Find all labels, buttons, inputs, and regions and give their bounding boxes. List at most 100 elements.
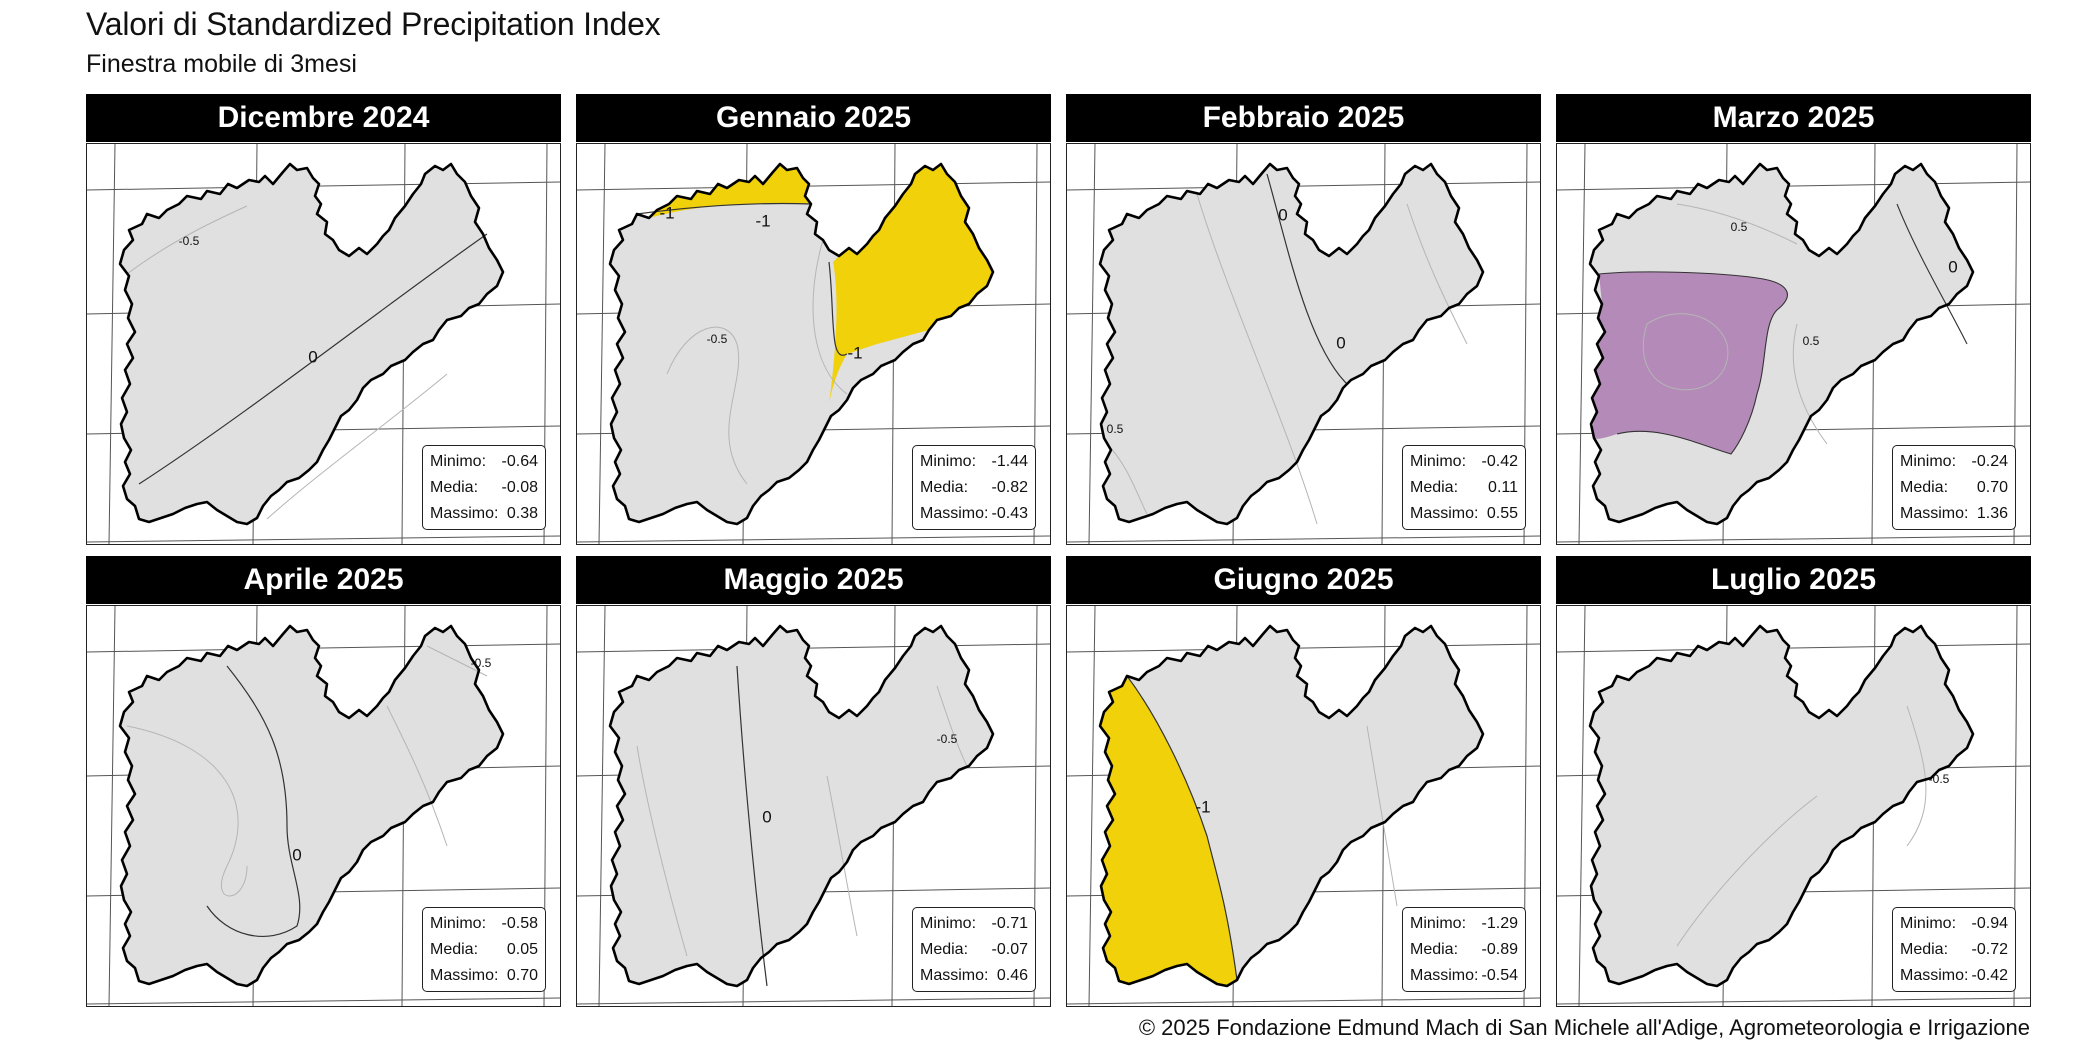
stat-mean-label: Media: bbox=[1900, 479, 1949, 496]
panel-month-title: Luglio 2025 bbox=[1556, 556, 2031, 604]
spi-zone bbox=[829, 164, 993, 404]
stat-mean-label: Media: bbox=[1410, 941, 1459, 958]
region-border bbox=[1588, 624, 1975, 988]
contour-label: 0.5 bbox=[1731, 220, 1748, 234]
contour-line bbox=[1266, 173, 1348, 385]
stat-min-value: -1.29 bbox=[1481, 915, 1518, 932]
stat-max-value: -0.43 bbox=[991, 505, 1028, 522]
contour-label: 0 bbox=[308, 347, 317, 366]
contour-label: -0.5 bbox=[707, 332, 728, 346]
spi-zone bbox=[1592, 271, 1788, 454]
stat-max-row: Massimo: 1.36 bbox=[1900, 501, 2008, 527]
contour-line bbox=[636, 202, 812, 215]
stat-mean-row: Media: -0.07 bbox=[920, 937, 1028, 963]
contour-line bbox=[1126, 675, 1238, 981]
map-panel: Febbraio 2025 0 0 0.5 Minimo: -0.42 Media: 0.11… bbox=[1066, 94, 1541, 545]
region-border bbox=[1098, 162, 1485, 526]
contour-label: 0 bbox=[1948, 257, 1957, 276]
region-fill bbox=[1590, 626, 1973, 986]
spi-map: 000.5 bbox=[1067, 144, 1540, 544]
graticule-line bbox=[87, 643, 560, 653]
stat-max-label: Massimo: bbox=[920, 505, 989, 522]
contour-line bbox=[126, 725, 248, 897]
stat-mean-value: -0.08 bbox=[501, 479, 538, 496]
contour-line bbox=[1406, 203, 1468, 345]
stat-max-label: Massimo: bbox=[920, 967, 989, 984]
stats-box: Minimo: -0.71 Media: -0.07 Massimo: 0.46 bbox=[912, 907, 1036, 992]
contour-line bbox=[666, 326, 748, 485]
stat-min-row: Minimo: -0.64 bbox=[430, 449, 538, 475]
graticule-line bbox=[1578, 144, 1586, 544]
region-fill bbox=[120, 626, 503, 986]
contour-line bbox=[636, 745, 688, 957]
spi-zone bbox=[1100, 676, 1237, 986]
panel-map-frame: 0 -0.5 Minimo: -0.71 Media: -0.07 Massimo: 0.46 bbox=[576, 605, 1051, 1007]
stat-mean-row: Media: 0.11 bbox=[1410, 475, 1518, 501]
stats-box: Minimo: -0.58 Media: 0.05 Massimo: 0.70 bbox=[422, 907, 546, 992]
stat-mean-value: -0.07 bbox=[991, 941, 1028, 958]
graticule-line bbox=[577, 997, 1050, 1005]
panel-map-frame: -0.5 0 Minimo: -0.58 Media: 0.05 Massimo: 0.70 bbox=[86, 605, 561, 1007]
contour-line bbox=[1642, 313, 1729, 391]
stat-max-label: Massimo: bbox=[1410, 505, 1479, 522]
graticule-line bbox=[1557, 535, 2030, 543]
panel-map-frame: -0.5 Minimo: -0.94 Media: -0.72 Massimo: -0.42 bbox=[1556, 605, 2031, 1007]
region-border bbox=[118, 624, 505, 988]
stats-box: Minimo: -0.24 Media: 0.70 Massimo: 1.36 bbox=[1892, 445, 2016, 530]
contour-line bbox=[936, 685, 968, 767]
panel-map-frame: -1 Minimo: -1.29 Media: -0.89 Massimo: -0.54 bbox=[1066, 605, 1541, 1007]
map-panel: Maggio 2025 0 -0.5 Minimo: -0.71 Media: -0.07 M… bbox=[576, 556, 1051, 1007]
contour-label: 0 bbox=[762, 807, 771, 826]
panel-month-title: Maggio 2025 bbox=[576, 556, 1051, 604]
contour-line bbox=[1366, 725, 1398, 907]
stat-max-row: Massimo: -0.54 bbox=[1410, 963, 1518, 989]
stats-box: Minimo: -0.42 Media: 0.11 Massimo: 0.55 bbox=[1402, 445, 1526, 530]
stat-mean-row: Media: 0.70 bbox=[1900, 475, 2008, 501]
graticule-line bbox=[1088, 606, 1096, 1006]
stat-min-label: Minimo: bbox=[1900, 915, 1957, 932]
panel-month-title: Dicembre 2024 bbox=[86, 94, 561, 142]
graticule-line bbox=[1088, 144, 1096, 544]
copyright-text: © 2025 Fondazione Edmund Mach di San Mic… bbox=[1138, 1015, 2030, 1040]
stat-min-value: -0.24 bbox=[1971, 453, 2008, 470]
contour-label: -1 bbox=[755, 211, 770, 230]
stat-min-value: -0.58 bbox=[501, 915, 538, 932]
contour-line bbox=[828, 261, 848, 356]
stat-min-value: -0.94 bbox=[1971, 915, 2008, 932]
map-panel: Aprile 2025 -0.5 0 Minimo: -0.58 Media: 0.05 Ma… bbox=[86, 556, 561, 1007]
stat-mean-value: -0.72 bbox=[1971, 941, 2008, 958]
spi-map: -0.5 0 bbox=[87, 606, 560, 1006]
graticule-line bbox=[87, 997, 560, 1005]
panel-month-title: Aprile 2025 bbox=[86, 556, 561, 604]
stat-mean-label: Media: bbox=[430, 941, 479, 958]
stats-box: Minimo: -1.29 Media: -0.89 Massimo: -0.54 bbox=[1402, 907, 1526, 992]
region-border bbox=[608, 162, 995, 526]
contour-line bbox=[1106, 443, 1148, 515]
spi-map: -0.5 bbox=[1557, 606, 2030, 1006]
region-border bbox=[1098, 624, 1485, 988]
contour-line bbox=[812, 239, 848, 395]
contour-line bbox=[126, 205, 248, 275]
panel-map-frame: 0 0 0.5 Minimo: -0.42 Media: 0.11 Massimo: 0.55 bbox=[1066, 143, 1541, 545]
stat-max-label: Massimo: bbox=[1410, 967, 1479, 984]
stat-max-value: -0.42 bbox=[1971, 967, 2008, 984]
panel-map-frame: -1 -1 -1 -0.5 Minimo: -1.44 Media: -0.82 Massimo… bbox=[576, 143, 1051, 545]
stat-min-value: -0.64 bbox=[501, 453, 538, 470]
stats-box: Minimo: -0.64 Media: -0.08 Massimo: 0.38 bbox=[422, 445, 546, 530]
map-panel: Marzo 2025 0.5 0 0.5 Minimo: -0.24 Media: 0.70 M… bbox=[1556, 94, 2031, 545]
stat-max-label: Massimo: bbox=[430, 967, 499, 984]
contour-label: 0 bbox=[1336, 333, 1345, 352]
contour-line bbox=[266, 373, 448, 520]
stat-min-row: Minimo: -1.29 bbox=[1410, 911, 1518, 937]
stat-mean-row: Media: -0.72 bbox=[1900, 937, 2008, 963]
stat-mean-row: Media: 0.05 bbox=[430, 937, 538, 963]
chart-title: Valori di Standardized Precipitation Ind… bbox=[86, 6, 661, 42]
stat-max-label: Massimo: bbox=[430, 505, 499, 522]
graticule-line bbox=[1067, 997, 1540, 1005]
region-border bbox=[608, 624, 995, 988]
stat-min-label: Minimo: bbox=[920, 915, 977, 932]
graticule-line bbox=[1557, 997, 2030, 1005]
panel-map-frame: 0.5 0 0.5 Minimo: -0.24 Media: 0.70 Massimo: 1.3… bbox=[1556, 143, 2031, 545]
stat-max-row: Massimo: -0.43 bbox=[920, 501, 1028, 527]
contour-label: 0 bbox=[1278, 205, 1287, 224]
